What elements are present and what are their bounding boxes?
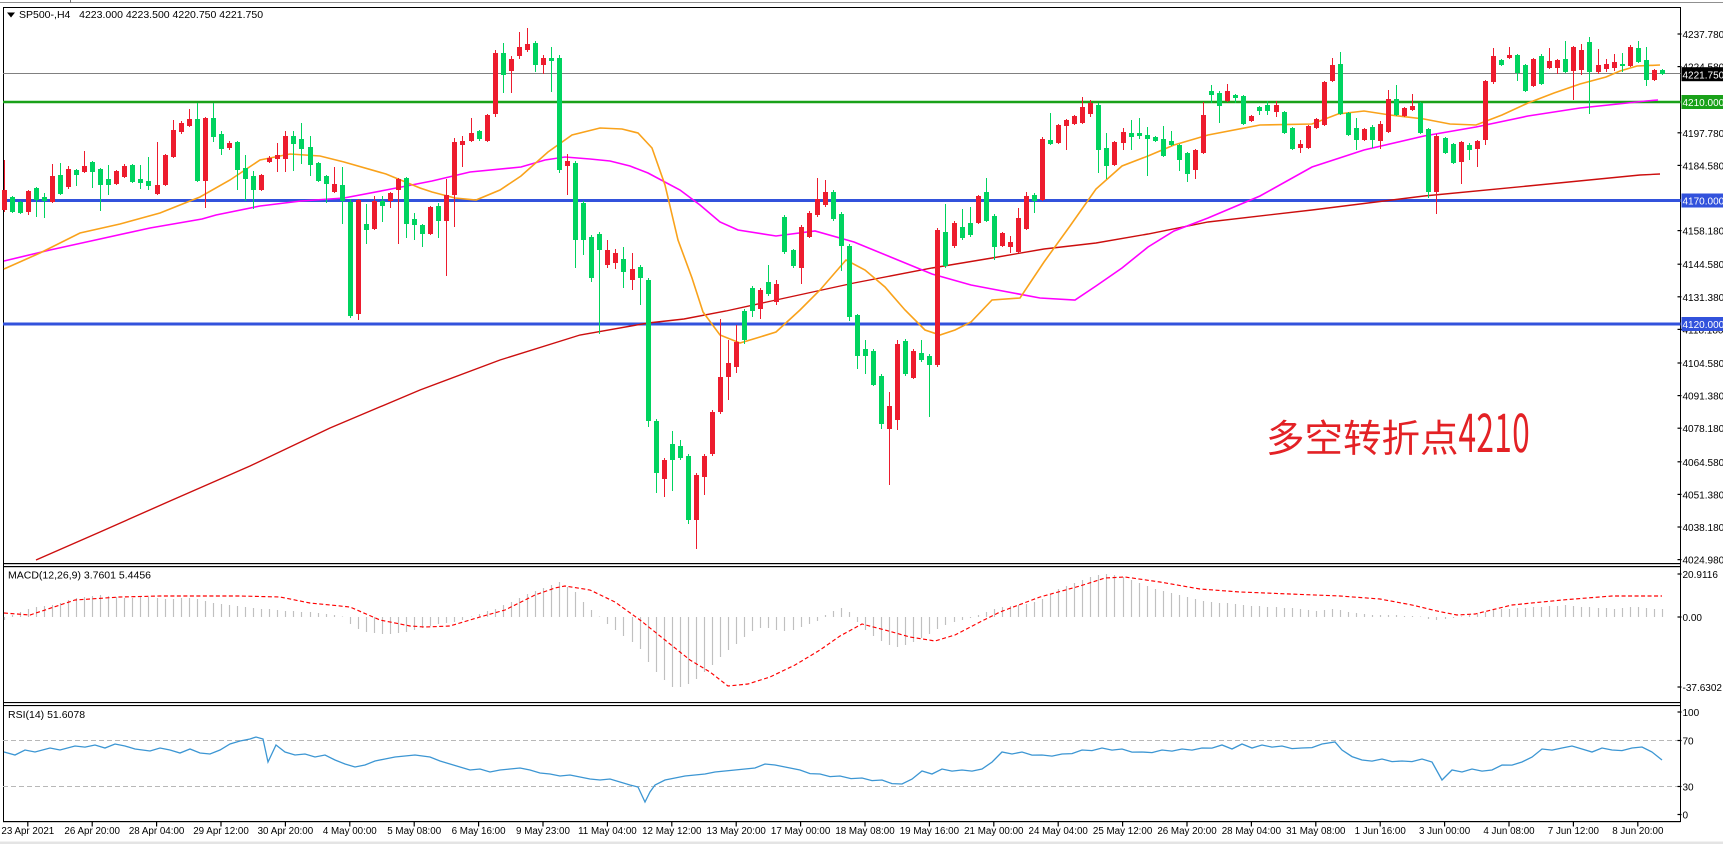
svg-text:RSI(14) 51.6078: RSI(14) 51.6078 xyxy=(8,709,85,721)
svg-text:28 May 04:00: 28 May 04:00 xyxy=(1222,826,1282,837)
svg-text:-37.6302: -37.6302 xyxy=(1683,683,1723,694)
svg-text:4144.580: 4144.580 xyxy=(1683,260,1723,271)
svg-text:4104.580: 4104.580 xyxy=(1683,359,1723,370)
svg-text:70: 70 xyxy=(1683,737,1695,748)
svg-text:4158.180: 4158.180 xyxy=(1683,227,1723,238)
svg-text:4051.380: 4051.380 xyxy=(1683,490,1723,501)
svg-text:28 Apr 04:00: 28 Apr 04:00 xyxy=(129,826,185,837)
svg-text:4237.780: 4237.780 xyxy=(1683,30,1723,41)
svg-text:31 May 08:00: 31 May 08:00 xyxy=(1286,826,1346,837)
svg-text:24 May 04:00: 24 May 04:00 xyxy=(1029,826,1089,837)
svg-text:25 May 12:00: 25 May 12:00 xyxy=(1093,826,1153,837)
svg-text:4091.380: 4091.380 xyxy=(1683,392,1723,403)
svg-text:4197.780: 4197.780 xyxy=(1683,129,1723,140)
svg-text:6 May 16:00: 6 May 16:00 xyxy=(452,826,506,837)
svg-text:4221.750: 4221.750 xyxy=(1683,70,1723,81)
svg-text:20.9116: 20.9116 xyxy=(1683,570,1719,581)
svg-text:7 Jun 12:00: 7 Jun 12:00 xyxy=(1548,826,1600,837)
svg-text:0: 0 xyxy=(1683,811,1689,822)
svg-text:4078.180: 4078.180 xyxy=(1683,424,1723,435)
svg-text:4038.180: 4038.180 xyxy=(1683,523,1723,534)
svg-text:19 May 16:00: 19 May 16:00 xyxy=(900,826,960,837)
svg-text:21 May 00:00: 21 May 00:00 xyxy=(964,826,1024,837)
svg-text:4120.000: 4120.000 xyxy=(1683,320,1723,331)
svg-text:26 May 20:00: 26 May 20:00 xyxy=(1157,826,1217,837)
svg-text:9 May 23:00: 9 May 23:00 xyxy=(516,826,570,837)
svg-text:100: 100 xyxy=(1683,708,1700,719)
svg-text:17 May 00:00: 17 May 00:00 xyxy=(771,826,831,837)
svg-text:4064.580: 4064.580 xyxy=(1683,458,1723,469)
svg-text:13 May 20:00: 13 May 20:00 xyxy=(707,826,767,837)
svg-text:4 May 00:00: 4 May 00:00 xyxy=(323,826,377,837)
svg-text:30: 30 xyxy=(1683,783,1695,794)
svg-text:4131.380: 4131.380 xyxy=(1683,293,1723,304)
svg-text:23 Apr 2021: 23 Apr 2021 xyxy=(1,826,54,837)
svg-text:4210.000: 4210.000 xyxy=(1683,98,1723,109)
svg-text:4184.580: 4184.580 xyxy=(1683,161,1723,172)
svg-text:SP500-,H4 4223.000 4223.500: SP500-,H4 4223.000 4223.500 4220.750 422… xyxy=(19,9,263,21)
svg-text:26 Apr 20:00: 26 Apr 20:00 xyxy=(64,826,120,837)
svg-text:11 May 04:00: 11 May 04:00 xyxy=(578,826,637,837)
svg-text:3 Jun 00:00: 3 Jun 00:00 xyxy=(1419,826,1471,837)
svg-text:0.00: 0.00 xyxy=(1683,613,1703,624)
svg-text:8 Jun 20:00: 8 Jun 20:00 xyxy=(1612,826,1664,837)
svg-text:12 May 12:00: 12 May 12:00 xyxy=(642,826,702,837)
svg-text:4170.000: 4170.000 xyxy=(1683,197,1723,208)
svg-text:30 Apr 20:00: 30 Apr 20:00 xyxy=(258,826,314,837)
svg-text:MACD(12,26,9) 3.7601 5.4456: MACD(12,26,9) 3.7601 5.4456 xyxy=(8,570,151,582)
svg-text:4 Jun 08:00: 4 Jun 08:00 xyxy=(1483,826,1535,837)
svg-text:1 Jun 16:00: 1 Jun 16:00 xyxy=(1355,826,1407,837)
svg-text:4024.980: 4024.980 xyxy=(1683,556,1723,567)
svg-text:29 Apr 12:00: 29 Apr 12:00 xyxy=(193,826,249,837)
svg-text:18 May 08:00: 18 May 08:00 xyxy=(835,826,895,837)
svg-text:5 May 08:00: 5 May 08:00 xyxy=(387,826,441,837)
